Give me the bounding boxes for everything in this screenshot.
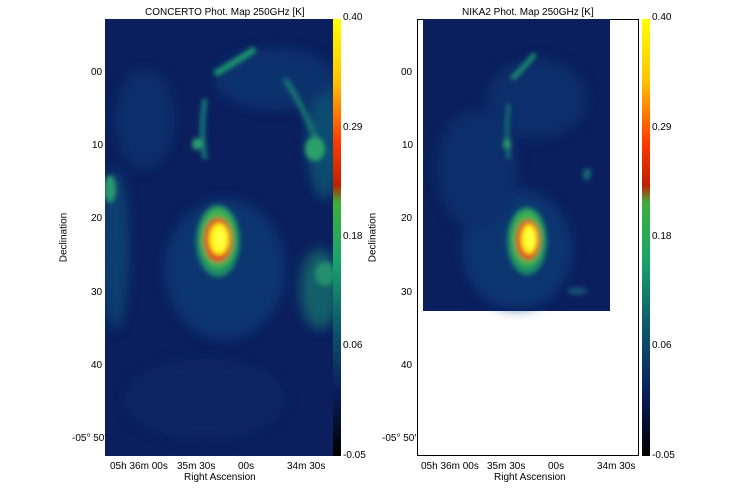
left-x-axis-label: Right Ascension (184, 472, 256, 483)
left-x-tick: 35m 30s (177, 461, 216, 472)
right-y-tick: 00 (401, 67, 413, 78)
right-cbar-tick: 0.29 (652, 122, 672, 133)
left-x-tick: 05h 36m 00s (110, 461, 168, 472)
left-cbar-tick: 0.18 (343, 231, 363, 242)
left-y-axis-label: Declination (58, 212, 70, 263)
left-y-tick: 10 (92, 140, 104, 151)
right-cbar-tick: 0.06 (652, 340, 672, 351)
right-colorbar (642, 19, 650, 456)
right-x-axis-label: Right Ascension (494, 472, 566, 483)
right-x-tick: 00s (548, 461, 565, 472)
right-map-title: NIKA2 Phot. Map 250GHz [K] (462, 7, 594, 18)
left-cbar-tick: 0.40 (343, 12, 363, 23)
left-y-tick: 30 (91, 287, 103, 298)
left-y-tick: 00 (91, 67, 103, 78)
left-y-tick: 20 (91, 213, 103, 224)
left-y-tick: 40 (91, 360, 103, 371)
right-y-tick: 20 (401, 213, 413, 224)
right-y-tick: 40 (401, 360, 413, 371)
left-x-tick: 34m 30s (287, 461, 326, 472)
right-x-tick: 34m 30s (597, 461, 636, 472)
right-x-tick: 05h 36m 00s (421, 461, 479, 472)
right-cbar-tick: -0.05 (652, 450, 675, 461)
right-y-axis-label: Declination (367, 212, 379, 263)
left-cbar-tick: 0.06 (343, 340, 363, 351)
right-x-tick: 35m 30s (487, 461, 526, 472)
right-y-tick: 10 (402, 140, 414, 151)
left-cbar-tick: -0.05 (343, 450, 366, 461)
left-x-tick: 00s (238, 461, 255, 472)
left-map-title: CONCERTO Phot. Map 250GHz [K] (145, 7, 305, 18)
left-colorbar (333, 19, 341, 456)
right-map-frame (417, 19, 639, 456)
right-cbar-tick: 0.18 (652, 231, 672, 242)
right-cbar-tick: 0.40 (652, 12, 672, 23)
left-y-tick: -05° 50' (72, 433, 107, 444)
right-y-tick: 30 (401, 287, 413, 298)
right-y-tick: -05° 50' (382, 433, 417, 444)
left-cbar-tick: 0.29 (343, 122, 363, 133)
left-map-image (105, 19, 335, 456)
